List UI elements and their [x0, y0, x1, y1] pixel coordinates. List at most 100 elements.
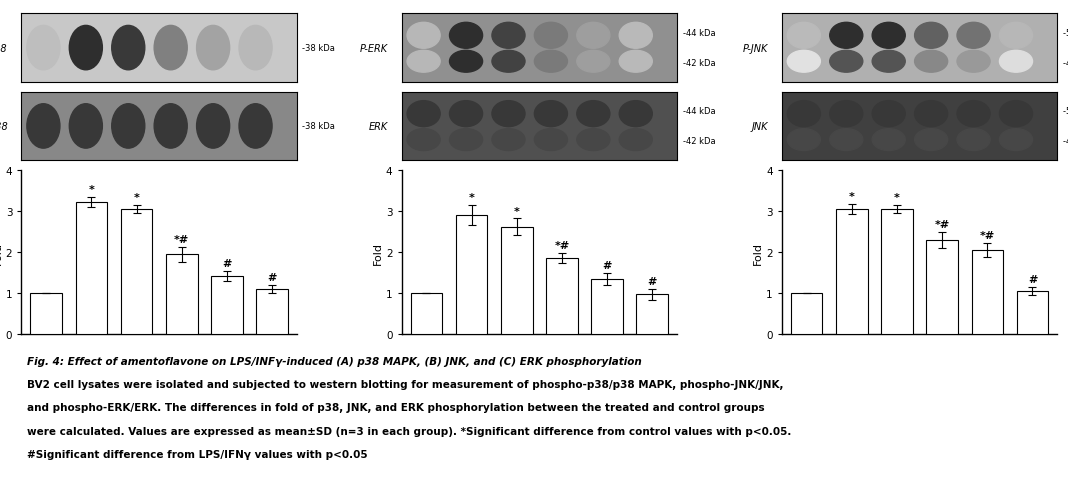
Text: P-JNK: P-JNK: [742, 44, 768, 53]
Ellipse shape: [407, 130, 440, 151]
Text: *: *: [134, 192, 140, 203]
Bar: [836, 210, 867, 335]
Ellipse shape: [69, 26, 103, 71]
Text: ERK: ERK: [368, 122, 388, 132]
Ellipse shape: [407, 23, 440, 49]
Bar: [1017, 291, 1049, 335]
Text: (A): (A): [0, 0, 12, 2]
Text: #: #: [222, 259, 232, 268]
Ellipse shape: [154, 105, 187, 149]
Text: and phospho-ERK/ERK. The differences in fold of p38, JNK, and ERK phosphorylatio: and phospho-ERK/ERK. The differences in …: [27, 403, 765, 413]
Bar: [790, 293, 822, 335]
Bar: [76, 203, 107, 335]
Text: *: *: [514, 206, 520, 216]
Text: -46 kDa: -46 kDa: [1063, 137, 1068, 146]
Text: #: #: [602, 260, 612, 270]
Ellipse shape: [450, 23, 483, 49]
Ellipse shape: [914, 23, 947, 49]
Text: *#: *#: [934, 219, 949, 229]
Ellipse shape: [534, 130, 567, 151]
Ellipse shape: [69, 105, 103, 149]
Text: -44 kDa: -44 kDa: [682, 29, 716, 38]
Ellipse shape: [450, 101, 483, 127]
Text: -42 kDa: -42 kDa: [682, 59, 716, 68]
Ellipse shape: [1000, 101, 1033, 127]
Ellipse shape: [619, 101, 653, 127]
Bar: [546, 259, 578, 335]
Bar: [501, 227, 533, 335]
Ellipse shape: [534, 51, 567, 73]
Ellipse shape: [914, 130, 947, 151]
Ellipse shape: [914, 51, 947, 73]
Ellipse shape: [239, 26, 272, 71]
Ellipse shape: [957, 130, 990, 151]
Ellipse shape: [450, 51, 483, 73]
Ellipse shape: [619, 23, 653, 49]
Ellipse shape: [577, 51, 610, 73]
Ellipse shape: [830, 101, 863, 127]
Text: -38 kDa: -38 kDa: [302, 122, 335, 131]
Ellipse shape: [492, 101, 525, 127]
Ellipse shape: [873, 51, 906, 73]
Text: *: *: [469, 192, 474, 203]
Ellipse shape: [830, 130, 863, 151]
Text: *#: *#: [979, 230, 995, 240]
Ellipse shape: [197, 105, 230, 149]
Ellipse shape: [492, 23, 525, 49]
Ellipse shape: [407, 101, 440, 127]
Ellipse shape: [450, 130, 483, 151]
Ellipse shape: [787, 23, 820, 49]
Text: -42 kDa: -42 kDa: [682, 137, 716, 146]
Text: #: #: [1027, 275, 1037, 285]
Text: were calculated. Values are expressed as mean±SD (n=3 in each group). *Significa: were calculated. Values are expressed as…: [27, 426, 791, 436]
Bar: [637, 295, 669, 335]
Ellipse shape: [27, 26, 60, 71]
Ellipse shape: [492, 51, 525, 73]
Ellipse shape: [492, 130, 525, 151]
Bar: [592, 279, 623, 335]
Ellipse shape: [534, 101, 567, 127]
Ellipse shape: [1000, 130, 1033, 151]
Ellipse shape: [830, 23, 863, 49]
Bar: [30, 293, 62, 335]
Bar: [166, 254, 198, 335]
Text: P-ERK: P-ERK: [360, 44, 388, 53]
Text: (B): (B): [374, 0, 392, 2]
Ellipse shape: [112, 26, 145, 71]
Ellipse shape: [914, 101, 947, 127]
Text: *: *: [894, 192, 900, 203]
Ellipse shape: [154, 26, 187, 71]
Ellipse shape: [112, 105, 145, 149]
Ellipse shape: [619, 51, 653, 73]
Ellipse shape: [577, 101, 610, 127]
Text: *: *: [89, 185, 94, 195]
Bar: [926, 240, 958, 335]
Ellipse shape: [787, 130, 820, 151]
Ellipse shape: [27, 105, 60, 149]
Text: -54 kDa: -54 kDa: [1063, 107, 1068, 116]
Y-axis label: Fold: Fold: [0, 241, 3, 264]
Text: *: *: [849, 192, 854, 202]
Text: (C): (C): [754, 0, 773, 2]
Text: #Significant difference from LPS/IFNγ values with p<0.05: #Significant difference from LPS/IFNγ va…: [27, 449, 367, 459]
Ellipse shape: [873, 101, 906, 127]
Text: -54 kDa: -54 kDa: [1063, 29, 1068, 38]
Text: #: #: [647, 276, 657, 287]
Text: #: #: [267, 273, 277, 282]
Text: -38 kDa: -38 kDa: [302, 44, 335, 53]
Ellipse shape: [957, 101, 990, 127]
Bar: [972, 251, 1003, 335]
Text: *#: *#: [554, 241, 569, 251]
Text: P-p38: P-p38: [0, 44, 7, 53]
Text: -46 kDa: -46 kDa: [1063, 59, 1068, 68]
Bar: [456, 216, 487, 335]
Ellipse shape: [619, 130, 653, 151]
Text: p38: p38: [0, 122, 7, 132]
Ellipse shape: [1000, 51, 1033, 73]
Ellipse shape: [873, 130, 906, 151]
Ellipse shape: [577, 130, 610, 151]
Bar: [410, 293, 442, 335]
Text: Fig. 4: Effect of amentoflavone on LPS/INFγ-induced (A) p38 MAPK, (B) JNK, and (: Fig. 4: Effect of amentoflavone on LPS/I…: [27, 356, 641, 366]
Ellipse shape: [239, 105, 272, 149]
Ellipse shape: [957, 51, 990, 73]
